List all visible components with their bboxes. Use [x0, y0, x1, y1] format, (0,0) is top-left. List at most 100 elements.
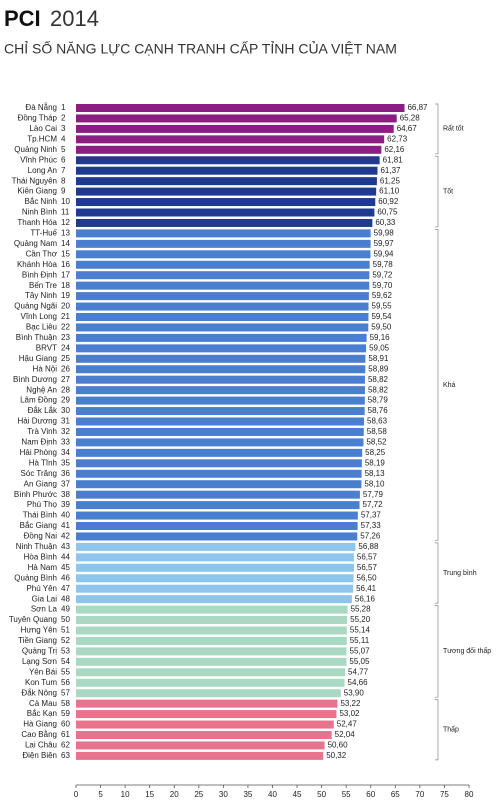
value-label: 54,66 [348, 678, 369, 687]
rank-label: 29 [61, 396, 70, 405]
bar [76, 751, 324, 760]
bar [76, 354, 366, 363]
value-label: 59,72 [372, 270, 393, 279]
value-label: 62,73 [387, 134, 408, 143]
rank-label: 45 [61, 563, 70, 572]
category-label: Bắc Giang [20, 521, 57, 530]
category-label: Lai Châu [25, 741, 57, 750]
bar [76, 177, 377, 186]
category-label: Cần Thơ [26, 249, 58, 258]
value-label: 59,54 [371, 312, 392, 321]
rank-label: 49 [61, 605, 70, 614]
value-label: 58,13 [365, 469, 386, 478]
category-label: Nam Định [21, 438, 57, 447]
rank-label: 40 [61, 511, 70, 520]
value-label: 60,33 [375, 218, 396, 227]
chart-subtitle: CHỈ SỐ NĂNG LỰC CẠNH TRANH CẤP TỈNH CỦA … [4, 40, 397, 57]
bar [76, 114, 397, 123]
bar [76, 187, 377, 196]
legend-label: Trung bình [443, 570, 477, 577]
bar [76, 689, 341, 698]
value-label: 52,47 [337, 720, 358, 729]
bar [76, 313, 369, 321]
bar [76, 438, 364, 447]
value-label: 57,72 [363, 500, 384, 509]
category-label: Bắc Kạn [27, 709, 57, 718]
category-label: Bình Định [22, 270, 57, 279]
rank-label: 2 [61, 114, 66, 123]
value-label: 58,82 [368, 375, 389, 384]
bar [76, 522, 358, 530]
bar [76, 501, 360, 510]
category-label: Hà Nam [28, 563, 58, 572]
category-label: Hải Dương [17, 417, 57, 426]
rank-label: 15 [61, 249, 70, 258]
value-label: 61,37 [380, 166, 401, 175]
x-tick-label: 15 [145, 790, 154, 799]
value-label: 57,26 [360, 532, 381, 541]
category-label: Thanh Hóa [17, 218, 57, 227]
value-label: 58,10 [364, 479, 385, 488]
rank-label: 26 [61, 364, 70, 373]
bar [76, 448, 363, 457]
rank-label: 14 [61, 239, 70, 248]
x-tick-label: 35 [243, 790, 252, 799]
bar [76, 710, 337, 719]
value-label: 57,79 [363, 490, 384, 499]
chart-title: PCI [4, 6, 41, 31]
group-bracket [435, 605, 439, 698]
value-label: 58,89 [368, 364, 389, 373]
group-bracket [435, 699, 439, 761]
category-label: Trà Vinh [27, 427, 57, 436]
value-label: 55,07 [350, 647, 371, 656]
bar [76, 699, 338, 708]
rank-label: 34 [61, 448, 70, 457]
category-label: Đồng Tháp [18, 114, 58, 123]
category-label: Kiên Giang [17, 187, 57, 196]
bar [76, 636, 347, 645]
value-label: 56,57 [357, 552, 378, 561]
category-label: Phú Yên [26, 584, 57, 593]
rank-label: 46 [61, 573, 70, 582]
value-label: 60,75 [377, 208, 398, 217]
rank-label: 25 [61, 354, 70, 363]
category-label: Hưng Yên [21, 626, 57, 635]
rank-label: 63 [61, 751, 70, 760]
category-label: Nghệ An [26, 385, 57, 394]
bar [76, 208, 375, 217]
value-label: 58,91 [368, 354, 389, 363]
category-label: Hà Tĩnh [29, 458, 57, 467]
rank-label: 5 [61, 145, 66, 154]
category-label: Lạng Sơn [22, 657, 57, 666]
legend-label: Rất tốt [443, 124, 464, 133]
value-label: 55,11 [350, 636, 370, 645]
bar [76, 302, 369, 311]
value-label: 59,97 [374, 239, 395, 248]
value-label: 58,82 [368, 385, 389, 394]
bar [76, 678, 345, 687]
value-label: 59,16 [370, 333, 391, 342]
value-label: 58,79 [368, 396, 389, 405]
bar [76, 292, 369, 301]
bar [76, 616, 348, 625]
rank-label: 56 [61, 678, 70, 687]
rank-label: 3 [61, 124, 66, 133]
rank-label: 21 [61, 312, 70, 321]
x-tick-label: 70 [415, 790, 424, 799]
rank-label: 59 [61, 709, 70, 718]
bar [76, 720, 334, 729]
rank-label: 6 [61, 155, 66, 164]
rank-label: 17 [61, 270, 70, 279]
value-label: 59,70 [372, 281, 393, 290]
category-label: Bến Tre [29, 281, 58, 290]
bar [76, 647, 347, 656]
group-bracket [435, 103, 439, 155]
category-label: Bạc Liêu [26, 323, 57, 332]
category-label: Thái Bình [23, 511, 57, 520]
bar [76, 386, 365, 395]
bar [76, 124, 394, 133]
category-label: Gia Lai [32, 594, 58, 603]
bar [76, 532, 358, 541]
group-bracket [435, 155, 439, 228]
